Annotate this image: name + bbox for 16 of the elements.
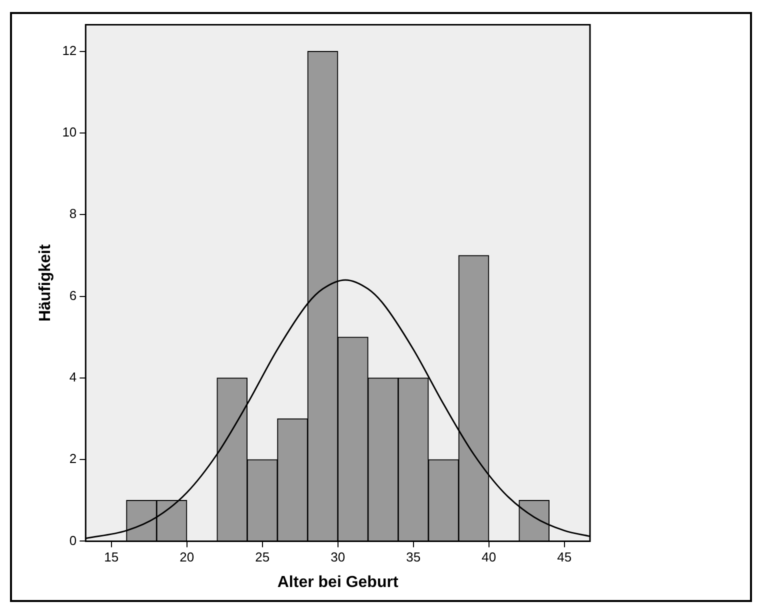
y-tick-label: 0 [69, 532, 77, 548]
x-tick-label: 30 [330, 550, 346, 565]
y-tick-label: 8 [69, 206, 77, 222]
x-tick-label: 45 [557, 550, 572, 565]
x-tick-label: 25 [255, 550, 270, 565]
x-axis-title: Alter bei Geburt [277, 574, 399, 591]
y-tick-label: 12 [62, 42, 77, 58]
x-tick-label: 20 [180, 550, 194, 565]
x-tick-label: 40 [482, 550, 496, 565]
y-axis-title: Häufigkeit [37, 244, 54, 322]
y-tick-label: 6 [69, 288, 77, 303]
x-tick-label: 35 [406, 550, 421, 565]
y-tick-label: 4 [69, 369, 77, 384]
x-tick-label: 15 [104, 550, 119, 565]
y-tick-label: 2 [69, 451, 77, 466]
y-tick-label: 10 [62, 124, 77, 140]
